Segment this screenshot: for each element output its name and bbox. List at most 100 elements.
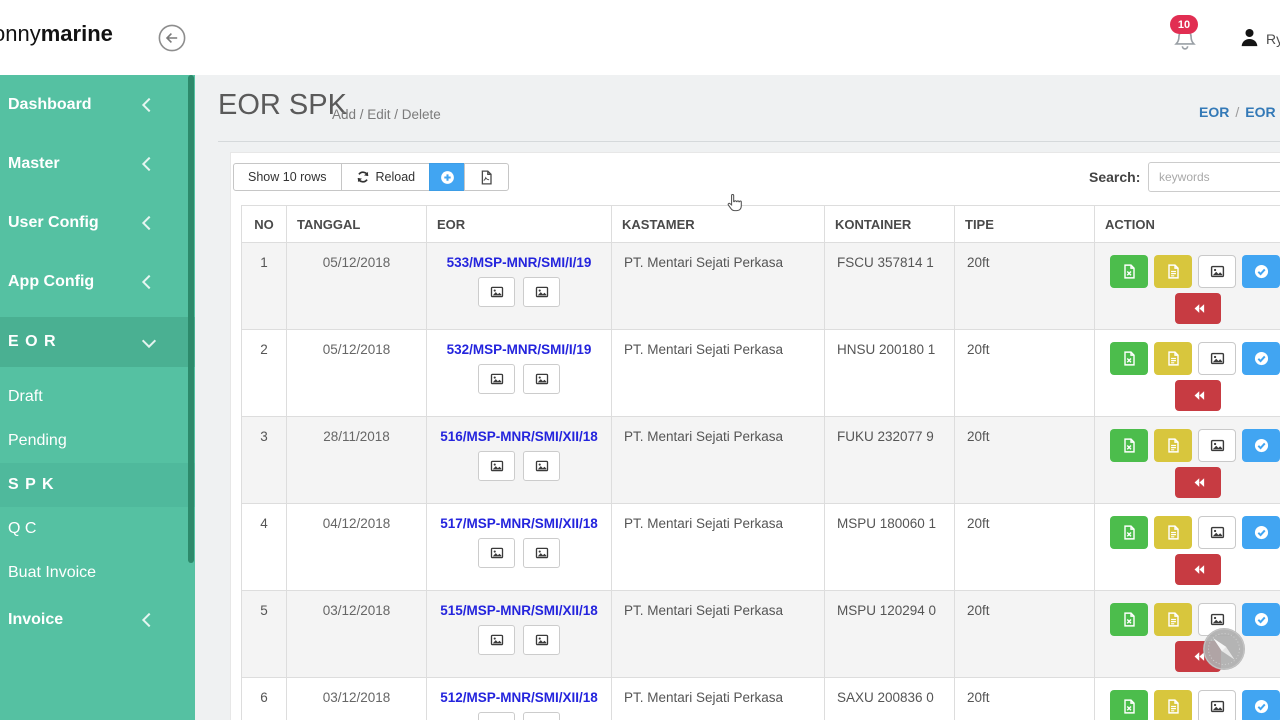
chevron-left-icon xyxy=(141,156,157,171)
column-header-tipe[interactable]: TIPE xyxy=(954,205,1095,243)
attachment-image-button[interactable] xyxy=(523,451,560,481)
eor-link[interactable]: 512/MSP-MNR/SMI/XII/18 xyxy=(440,690,598,705)
sidebar-item-spk[interactable]: S P K xyxy=(0,463,195,507)
file-image-icon xyxy=(535,459,549,473)
attachment-buttons xyxy=(428,625,610,655)
eor-link[interactable]: 517/MSP-MNR/SMI/XII/18 xyxy=(440,516,598,531)
column-header-kastamer[interactable]: KASTAMER xyxy=(611,205,825,243)
chevron-down-icon xyxy=(141,333,157,349)
rollback-button[interactable] xyxy=(1175,380,1221,411)
cell-kontainer: MSPU 120294 0 xyxy=(824,590,955,678)
column-header-tanggal[interactable]: TANGGAL xyxy=(286,205,427,243)
sidebar-item-draft[interactable]: Draft xyxy=(0,375,195,419)
excel-export-button[interactable] xyxy=(1110,342,1148,375)
cell-eor: 532/MSP-MNR/SMI/I/19 xyxy=(426,329,612,417)
column-header-kontainer[interactable]: KONTAINER xyxy=(824,205,955,243)
file-excel-icon xyxy=(1122,525,1137,540)
back-button[interactable] xyxy=(158,24,186,52)
add-button[interactable] xyxy=(429,163,466,191)
cell-tanggal: 03/12/2018 xyxy=(286,590,427,678)
document-button[interactable] xyxy=(1154,255,1192,288)
eor-link[interactable]: 533/MSP-MNR/SMI/I/19 xyxy=(446,255,592,270)
attachment-image-button[interactable] xyxy=(478,538,515,568)
attachment-image-button[interactable] xyxy=(523,538,560,568)
attachment-image-button[interactable] xyxy=(523,712,560,720)
image-button[interactable] xyxy=(1198,690,1236,720)
eor-link[interactable]: 515/MSP-MNR/SMI/XII/18 xyxy=(440,603,598,618)
rollback-button[interactable] xyxy=(1175,467,1221,498)
document-button[interactable] xyxy=(1154,429,1192,462)
notifications-button[interactable]: 10 xyxy=(1170,15,1198,53)
attachment-buttons xyxy=(428,364,610,394)
document-button[interactable] xyxy=(1154,603,1192,636)
sidebar-item-user-config[interactable]: User Config xyxy=(0,193,195,252)
user-name[interactable]: Rya xyxy=(1266,31,1280,47)
attachment-image-button[interactable] xyxy=(478,712,515,720)
eor-link[interactable]: 532/MSP-MNR/SMI/I/19 xyxy=(446,342,592,357)
approve-button[interactable] xyxy=(1242,516,1280,549)
attachment-image-button[interactable] xyxy=(478,277,515,307)
reload-button[interactable]: Reload xyxy=(340,163,431,191)
sidebar-item-dashboard[interactable]: Dashboard xyxy=(0,75,195,134)
fast-backward-icon xyxy=(1191,562,1206,577)
file-excel-icon xyxy=(1122,699,1137,714)
rollback-button[interactable] xyxy=(1175,293,1221,324)
column-header-no[interactable]: NO xyxy=(241,205,287,243)
approve-button[interactable] xyxy=(1242,603,1280,636)
action-buttons xyxy=(1096,690,1280,720)
image-button[interactable] xyxy=(1198,429,1236,462)
image-button[interactable] xyxy=(1198,516,1236,549)
sidebar-item-pending[interactable]: Pending xyxy=(0,419,195,463)
approve-button[interactable] xyxy=(1242,255,1280,288)
cell-kontainer: HNSU 200180 1 xyxy=(824,329,955,417)
breadcrumb-link-eor[interactable]: EOR xyxy=(1199,104,1230,120)
action-buttons-row2 xyxy=(1096,467,1280,498)
eor-link[interactable]: 516/MSP-MNR/SMI/XII/18 xyxy=(440,429,598,444)
sidebar-item-invoice[interactable]: Invoice xyxy=(0,595,195,645)
approve-button[interactable] xyxy=(1242,690,1280,720)
attachment-image-button[interactable] xyxy=(478,364,515,394)
search-input[interactable] xyxy=(1148,162,1280,192)
sidebar-item-buat-invoice[interactable]: Buat Invoice xyxy=(0,551,195,595)
document-button[interactable] xyxy=(1154,516,1192,549)
excel-export-button[interactable] xyxy=(1110,690,1148,720)
approve-button[interactable] xyxy=(1242,342,1280,375)
header-divider xyxy=(218,141,1280,142)
show-rows-button[interactable]: Show 10 rows xyxy=(233,163,342,191)
sidebar-item-qc[interactable]: Q C xyxy=(0,507,195,551)
attachment-image-button[interactable] xyxy=(523,364,560,394)
excel-export-button[interactable] xyxy=(1110,516,1148,549)
sidebar-item-app-config[interactable]: App Config xyxy=(0,252,195,311)
page-header: EOR SPK Add / Edit / Delete EOR / EOR SPK xyxy=(195,75,1280,142)
approve-button[interactable] xyxy=(1242,429,1280,462)
column-header-action[interactable]: ACTION xyxy=(1094,205,1280,243)
export-pdf-button[interactable] xyxy=(464,163,510,191)
document-button[interactable] xyxy=(1154,690,1192,720)
sidebar-item-eor[interactable]: E O R xyxy=(0,317,195,367)
excel-export-button[interactable] xyxy=(1110,255,1148,288)
sidebar-item-label: Buat Invoice xyxy=(8,564,97,581)
attachment-image-button[interactable] xyxy=(478,451,515,481)
rollback-button[interactable] xyxy=(1175,554,1221,585)
attachment-image-button[interactable] xyxy=(478,625,515,655)
document-button[interactable] xyxy=(1154,342,1192,375)
image-button[interactable] xyxy=(1198,255,1236,288)
column-header-eor[interactable]: EOR xyxy=(426,205,612,243)
user-avatar[interactable] xyxy=(1238,26,1261,49)
arrow-left-circle-icon xyxy=(158,24,186,52)
image-button[interactable] xyxy=(1198,342,1236,375)
excel-export-button[interactable] xyxy=(1110,429,1148,462)
sidebar-scrollbar[interactable] xyxy=(188,75,194,563)
attachment-image-button[interactable] xyxy=(523,625,560,655)
cell-tanggal: 05/12/2018 xyxy=(286,329,427,417)
action-buttons xyxy=(1096,603,1280,636)
sidebar-item-master[interactable]: Master xyxy=(0,134,195,193)
file-text-icon xyxy=(1166,612,1181,627)
action-buttons xyxy=(1096,429,1280,462)
action-buttons-row2 xyxy=(1096,641,1280,672)
breadcrumb-link-eor-spk[interactable]: EOR SPK xyxy=(1245,104,1280,120)
table-row: 3 28/11/2018 516/MSP-MNR/SMI/XII/18 PT. … xyxy=(241,416,1280,504)
attachment-image-button[interactable] xyxy=(523,277,560,307)
chevron-left-icon xyxy=(141,215,157,230)
excel-export-button[interactable] xyxy=(1110,603,1148,636)
